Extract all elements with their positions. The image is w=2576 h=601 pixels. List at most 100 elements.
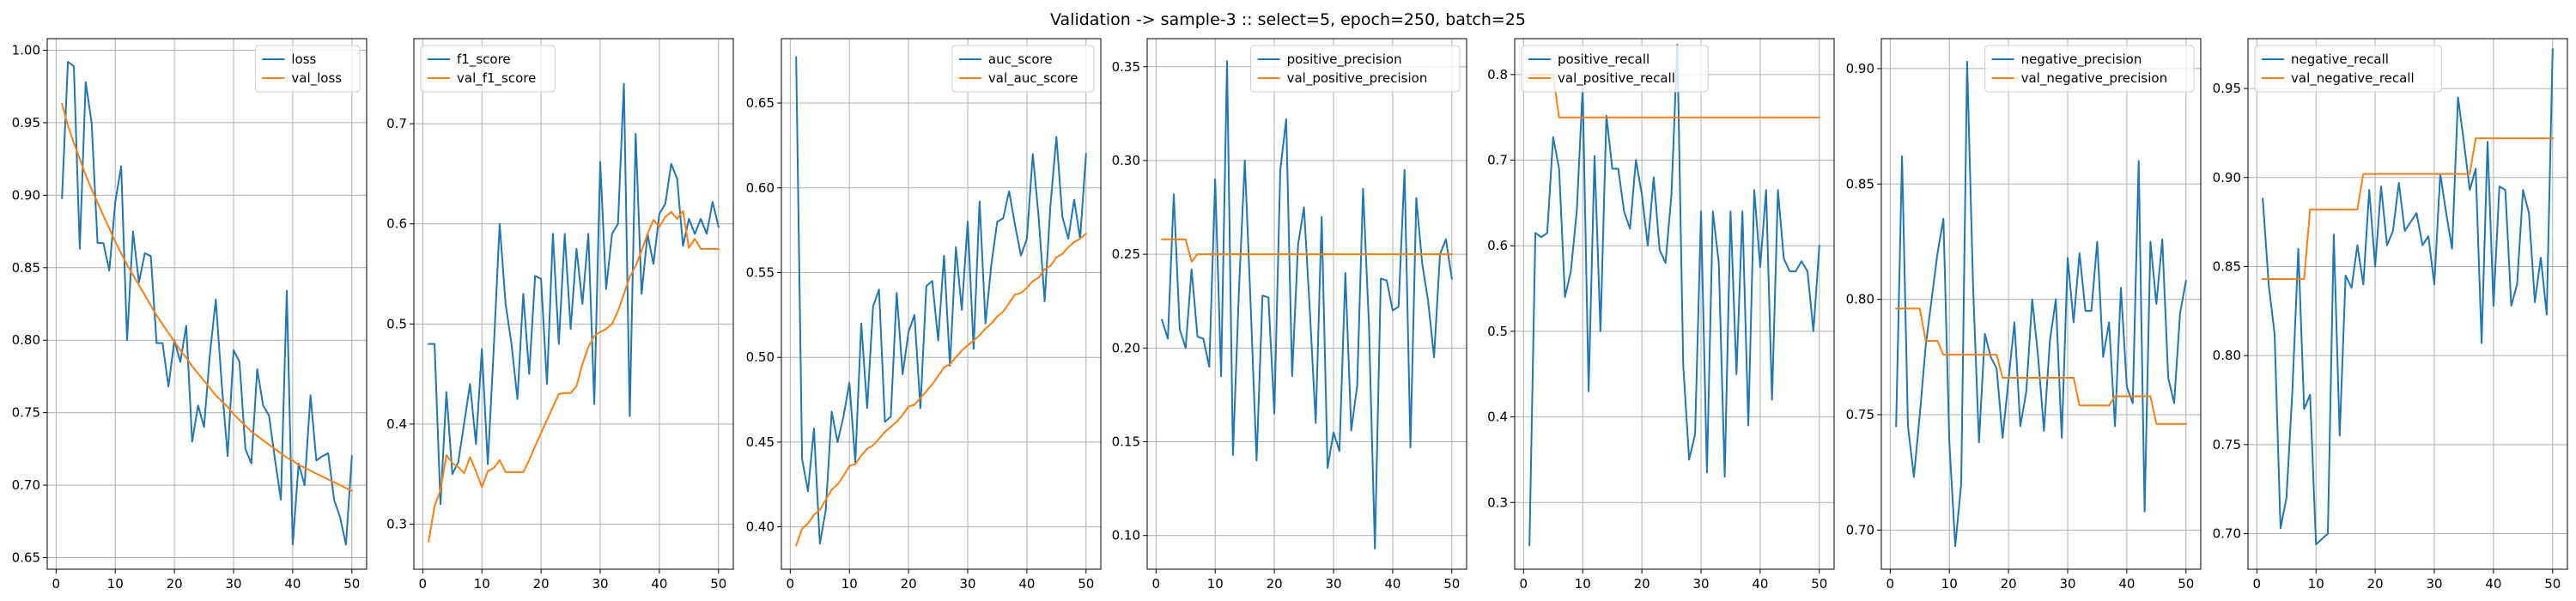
x-tick-label: 0	[1520, 576, 1528, 592]
series-line-negative_precision	[1895, 60, 2187, 548]
y-tick-label: 0.7	[1487, 153, 1508, 168]
y-tick-label: 0.70	[2213, 526, 2241, 542]
y-tick-label: 0.75	[12, 405, 40, 421]
legend-label-val_loss: val_loss	[291, 70, 342, 87]
x-tick-label: 10	[1575, 576, 1591, 592]
legend-label-loss: loss	[291, 52, 316, 67]
series-line-val_loss	[60, 102, 354, 493]
y-tick-label: 1.00	[12, 43, 40, 58]
y-tick-label: 0.35	[1112, 59, 1140, 75]
series-line-loss	[61, 61, 353, 546]
legend-label-val_f1_score: val_f1_score	[457, 70, 536, 87]
legend-label-val_positive_precision: val_positive_precision	[1287, 70, 1428, 87]
x-tick-label: 50	[1078, 576, 1094, 592]
x-tick-label: 0	[419, 576, 428, 592]
x-tick-label: 50	[1811, 576, 1827, 592]
y-tick-label: 0.8	[1487, 67, 1508, 82]
y-tick-label: 0.25	[1112, 246, 1140, 262]
x-tick-label: 40	[284, 576, 301, 592]
x-tick-label: 20	[533, 576, 550, 592]
legend: positive_precision val_positive_precision	[1250, 45, 1461, 93]
x-tick-label: 20	[1267, 576, 1283, 592]
x-tick-label: 0	[787, 576, 795, 592]
x-tick-label: 50	[1443, 576, 1460, 592]
legend-label-positive_recall: positive_recall	[1558, 52, 1649, 68]
legend: negative_precision val_negative_precision	[1984, 45, 2195, 93]
x-tick-label: 20	[2367, 576, 2384, 592]
x-tick-label: 10	[841, 576, 858, 592]
subplot-3: 0.40 0.45 0.50 0.55 0.60 0.65 0 10 20 30 40 50 auc_s…	[746, 38, 1102, 592]
y-tick-label: 0.80	[12, 332, 40, 348]
x-tick-label: 40	[1384, 576, 1400, 592]
x-tick-label: 20	[167, 576, 183, 592]
y-tick-label: 0.7	[386, 116, 407, 131]
subplot-5: 0.3 0.4 0.5 0.6 0.7 0.8 0 10 20 30 40 50 positive_re…	[1487, 38, 1835, 592]
y-tick-label: 0.55	[746, 264, 775, 280]
x-tick-label: 40	[2485, 576, 2501, 592]
x-tick-label: 30	[959, 576, 975, 592]
legend-box	[951, 45, 1095, 93]
series-line-negative_recall	[2262, 48, 2554, 545]
legend-box	[1250, 45, 1461, 93]
x-tick-label: 30	[2426, 576, 2442, 592]
axes-frame	[1514, 38, 1835, 570]
legend-box	[1984, 45, 2195, 93]
legend-label-auc_score: auc_score	[988, 52, 1053, 68]
y-tick-label: 0.4	[386, 416, 407, 432]
series-line-positive_recall	[1528, 44, 1820, 547]
legend: negative_recall val_negative_recall	[2254, 45, 2442, 93]
legend-label-f1_score: f1_score	[457, 52, 511, 68]
y-tick-label: 0.85	[1846, 176, 1874, 191]
x-tick-label: 50	[343, 576, 360, 592]
axes-frame	[46, 38, 368, 570]
legend-box	[420, 45, 556, 93]
x-tick-label: 50	[710, 576, 726, 592]
axes-frame	[1146, 38, 1467, 570]
subplot-2: 0.3 0.4 0.5 0.6 0.7 0 10 20 30 40 50 f1_score val_f1…	[386, 38, 734, 592]
series-line-val_f1_score	[428, 209, 720, 543]
series-line-val_auc_score	[794, 232, 1088, 547]
x-tick-label: 30	[592, 576, 608, 592]
subplot-4: 0.10 0.15 0.20 0.25 0.30 0.35 0 10 20 30 40 50 posit…	[1112, 38, 1467, 592]
x-tick-label: 30	[1325, 576, 1341, 592]
legend-box	[254, 45, 361, 93]
x-tick-label: 10	[2308, 576, 2324, 592]
y-tick-label: 0.3	[1487, 495, 1508, 510]
x-tick-label: 40	[651, 576, 667, 592]
y-tick-label: 0.15	[1112, 434, 1140, 450]
x-tick-label: 30	[225, 576, 241, 592]
y-tick-label: 0.80	[2213, 348, 2241, 363]
y-tick-label: 0.6	[1487, 238, 1508, 253]
y-tick-label: 0.75	[2213, 437, 2241, 452]
y-tick-label: 0.40	[746, 519, 775, 535]
y-tick-label: 0.80	[1846, 292, 1874, 307]
axes-frame	[413, 38, 734, 570]
x-tick-label: 10	[107, 576, 124, 592]
series-line-f1_score	[428, 82, 720, 506]
subplot-1: 0.65 0.70 0.75 0.80 0.85 0.90 0.95 1.00 0 10 20 30 4…	[12, 38, 368, 592]
subplot-grid: 0.650.700.750.800.850.900.951.000 10 20 30 4…	[12, 38, 2568, 592]
y-tick-label: 0.50	[746, 349, 775, 365]
x-tick-label: 10	[1941, 576, 1958, 592]
axes-frame	[2247, 38, 2568, 570]
series-line-val_positive_precision	[1161, 238, 1453, 263]
legend-label-negative_recall: negative_recall	[2291, 52, 2389, 68]
legend: f1_score val_f1_score	[420, 45, 556, 93]
x-tick-label: 20	[1634, 576, 1650, 592]
x-tick-label: 20	[901, 576, 917, 592]
legend-label-negative_precision: negative_precision	[2021, 52, 2142, 68]
y-tick-label: 0.95	[2213, 81, 2241, 96]
legend: loss val_loss	[254, 45, 361, 93]
y-tick-label: 0.70	[12, 477, 40, 493]
y-tick-label: 0.20	[1112, 340, 1140, 355]
y-tick-label: 0.85	[12, 260, 40, 276]
series-line-val_positive_recall	[1528, 73, 1820, 118]
series-line-val_negative_precision	[1895, 307, 2187, 425]
y-tick-label: 0.90	[1846, 61, 1874, 76]
subplot-6: 0.70 0.75 0.80 0.85 0.90 0 10 20 30 40 50 negative_…	[1846, 38, 2202, 592]
legend: auc_score val_auc_score	[951, 45, 1095, 93]
y-tick-label: 0.5	[1487, 324, 1508, 339]
y-tick-label: 0.65	[746, 95, 775, 111]
legend-label-val_negative_recall: val_negative_recall	[2291, 70, 2415, 87]
x-tick-label: 30	[1692, 576, 1709, 592]
